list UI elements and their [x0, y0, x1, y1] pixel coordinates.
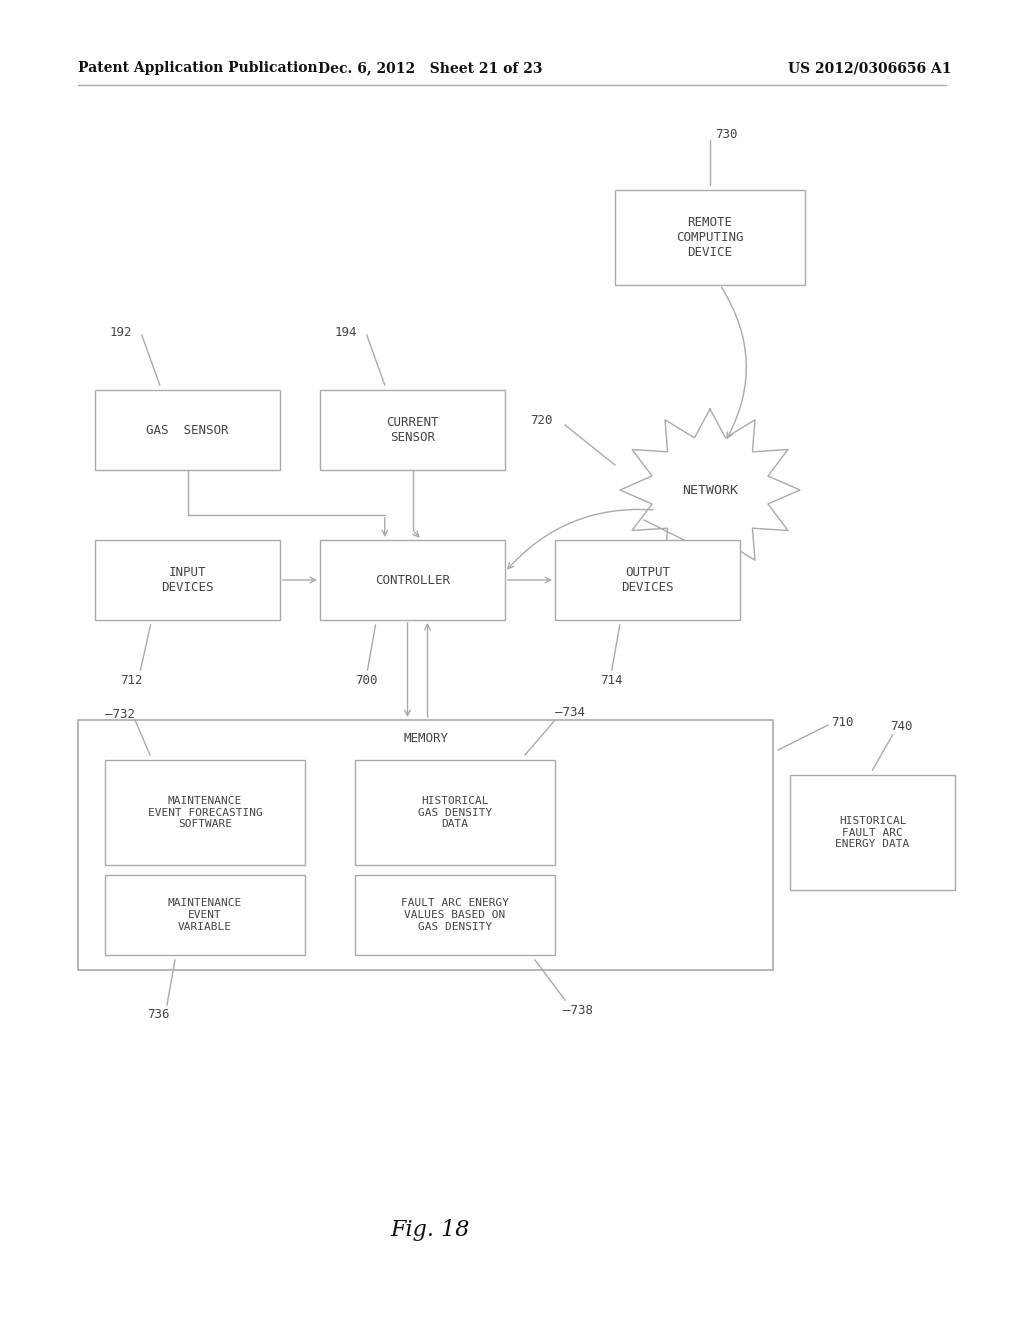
Text: NETWORK: NETWORK	[682, 483, 738, 496]
Text: 714: 714	[600, 673, 623, 686]
Text: US 2012/0306656 A1: US 2012/0306656 A1	[788, 61, 951, 75]
FancyBboxPatch shape	[105, 760, 305, 865]
Text: FAULT ARC ENERGY
VALUES BASED ON
GAS DENSITY: FAULT ARC ENERGY VALUES BASED ON GAS DEN…	[401, 899, 509, 932]
FancyBboxPatch shape	[615, 190, 805, 285]
Text: HISTORICAL
GAS DENSITY
DATA: HISTORICAL GAS DENSITY DATA	[418, 796, 493, 829]
FancyBboxPatch shape	[105, 875, 305, 954]
Text: MAINTENANCE
EVENT
VARIABLE: MAINTENANCE EVENT VARIABLE	[168, 899, 242, 932]
FancyBboxPatch shape	[355, 760, 555, 865]
FancyBboxPatch shape	[790, 775, 955, 890]
Text: 720: 720	[530, 413, 553, 426]
Polygon shape	[620, 409, 800, 572]
Text: OUTPUT
DEVICES: OUTPUT DEVICES	[622, 566, 674, 594]
Text: Fig. 18: Fig. 18	[390, 1218, 470, 1241]
Text: —732: —732	[105, 709, 135, 722]
Text: Dec. 6, 2012   Sheet 21 of 23: Dec. 6, 2012 Sheet 21 of 23	[317, 61, 543, 75]
Text: —738: —738	[563, 1003, 593, 1016]
FancyBboxPatch shape	[95, 389, 280, 470]
FancyBboxPatch shape	[78, 719, 773, 970]
Text: CURRENT
SENSOR: CURRENT SENSOR	[386, 416, 438, 444]
Text: 740: 740	[891, 721, 913, 734]
Text: 700: 700	[355, 673, 378, 686]
Text: MEMORY: MEMORY	[403, 731, 449, 744]
Text: 736: 736	[147, 1008, 170, 1022]
Text: MAINTENANCE
EVENT FORECASTING
SOFTWARE: MAINTENANCE EVENT FORECASTING SOFTWARE	[147, 796, 262, 829]
Text: 194: 194	[335, 326, 357, 338]
FancyBboxPatch shape	[355, 875, 555, 954]
Text: 712: 712	[121, 673, 143, 686]
FancyBboxPatch shape	[555, 540, 740, 620]
Text: INPUT
DEVICES: INPUT DEVICES	[161, 566, 214, 594]
Text: 192: 192	[110, 326, 132, 338]
FancyBboxPatch shape	[319, 389, 505, 470]
FancyBboxPatch shape	[95, 540, 280, 620]
Text: GAS  SENSOR: GAS SENSOR	[146, 424, 228, 437]
Text: Patent Application Publication: Patent Application Publication	[78, 61, 317, 75]
FancyBboxPatch shape	[319, 540, 505, 620]
Text: REMOTE
COMPUTING
DEVICE: REMOTE COMPUTING DEVICE	[676, 216, 743, 259]
Text: 730: 730	[715, 128, 737, 141]
Text: HISTORICAL
FAULT ARC
ENERGY DATA: HISTORICAL FAULT ARC ENERGY DATA	[836, 816, 909, 849]
Text: CONTROLLER: CONTROLLER	[375, 573, 450, 586]
Text: 710: 710	[831, 717, 853, 730]
Text: —734: —734	[555, 705, 585, 718]
